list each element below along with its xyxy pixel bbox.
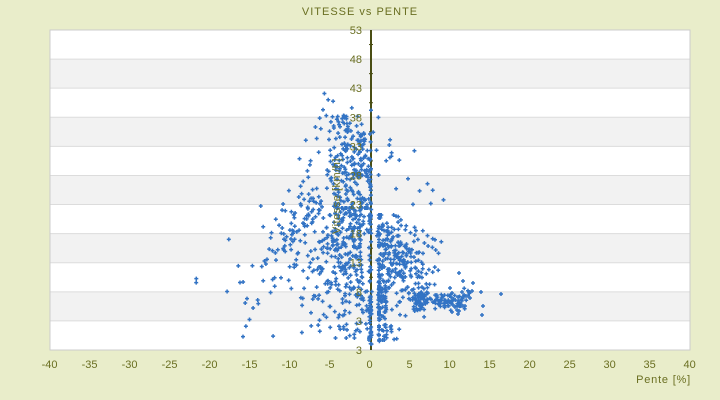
svg-text:48: 48 [350,54,362,66]
svg-text:3: 3 [356,316,362,328]
svg-text:53: 53 [350,25,362,37]
svg-text:-15: -15 [242,359,258,371]
svg-text:-25: -25 [162,359,178,371]
svg-text:-10: -10 [282,359,298,371]
svg-text:20: 20 [523,359,535,371]
svg-text:0: 0 [367,359,373,371]
svg-text:-35: -35 [82,359,98,371]
svg-text:35: 35 [643,359,655,371]
svg-text:15: 15 [483,359,495,371]
svg-text:5: 5 [407,359,413,371]
svg-text:Pente [%]: Pente [%] [636,374,691,386]
svg-text:28: 28 [350,170,362,182]
svg-text:VITESSE vs PENTE: VITESSE vs PENTE [302,6,418,18]
svg-text:-30: -30 [122,359,138,371]
svg-text:13: 13 [350,258,362,270]
svg-text:10: 10 [443,359,455,371]
svg-text:38: 38 [350,112,362,124]
svg-text:40: 40 [683,359,695,371]
svg-text:-20: -20 [202,359,218,371]
svg-text:8: 8 [356,287,362,299]
svg-text:30: 30 [603,359,615,371]
svg-text:18: 18 [350,229,362,241]
svg-text:Vitesse [km/h]: Vitesse [km/h] [331,158,343,234]
svg-text:23: 23 [350,200,362,212]
svg-text:25: 25 [563,359,575,371]
svg-text:-5: -5 [325,359,335,371]
svg-text:33: 33 [350,141,362,153]
svg-text:3: 3 [356,345,362,357]
svg-text:-40: -40 [42,359,58,371]
svg-text:43: 43 [350,83,362,95]
